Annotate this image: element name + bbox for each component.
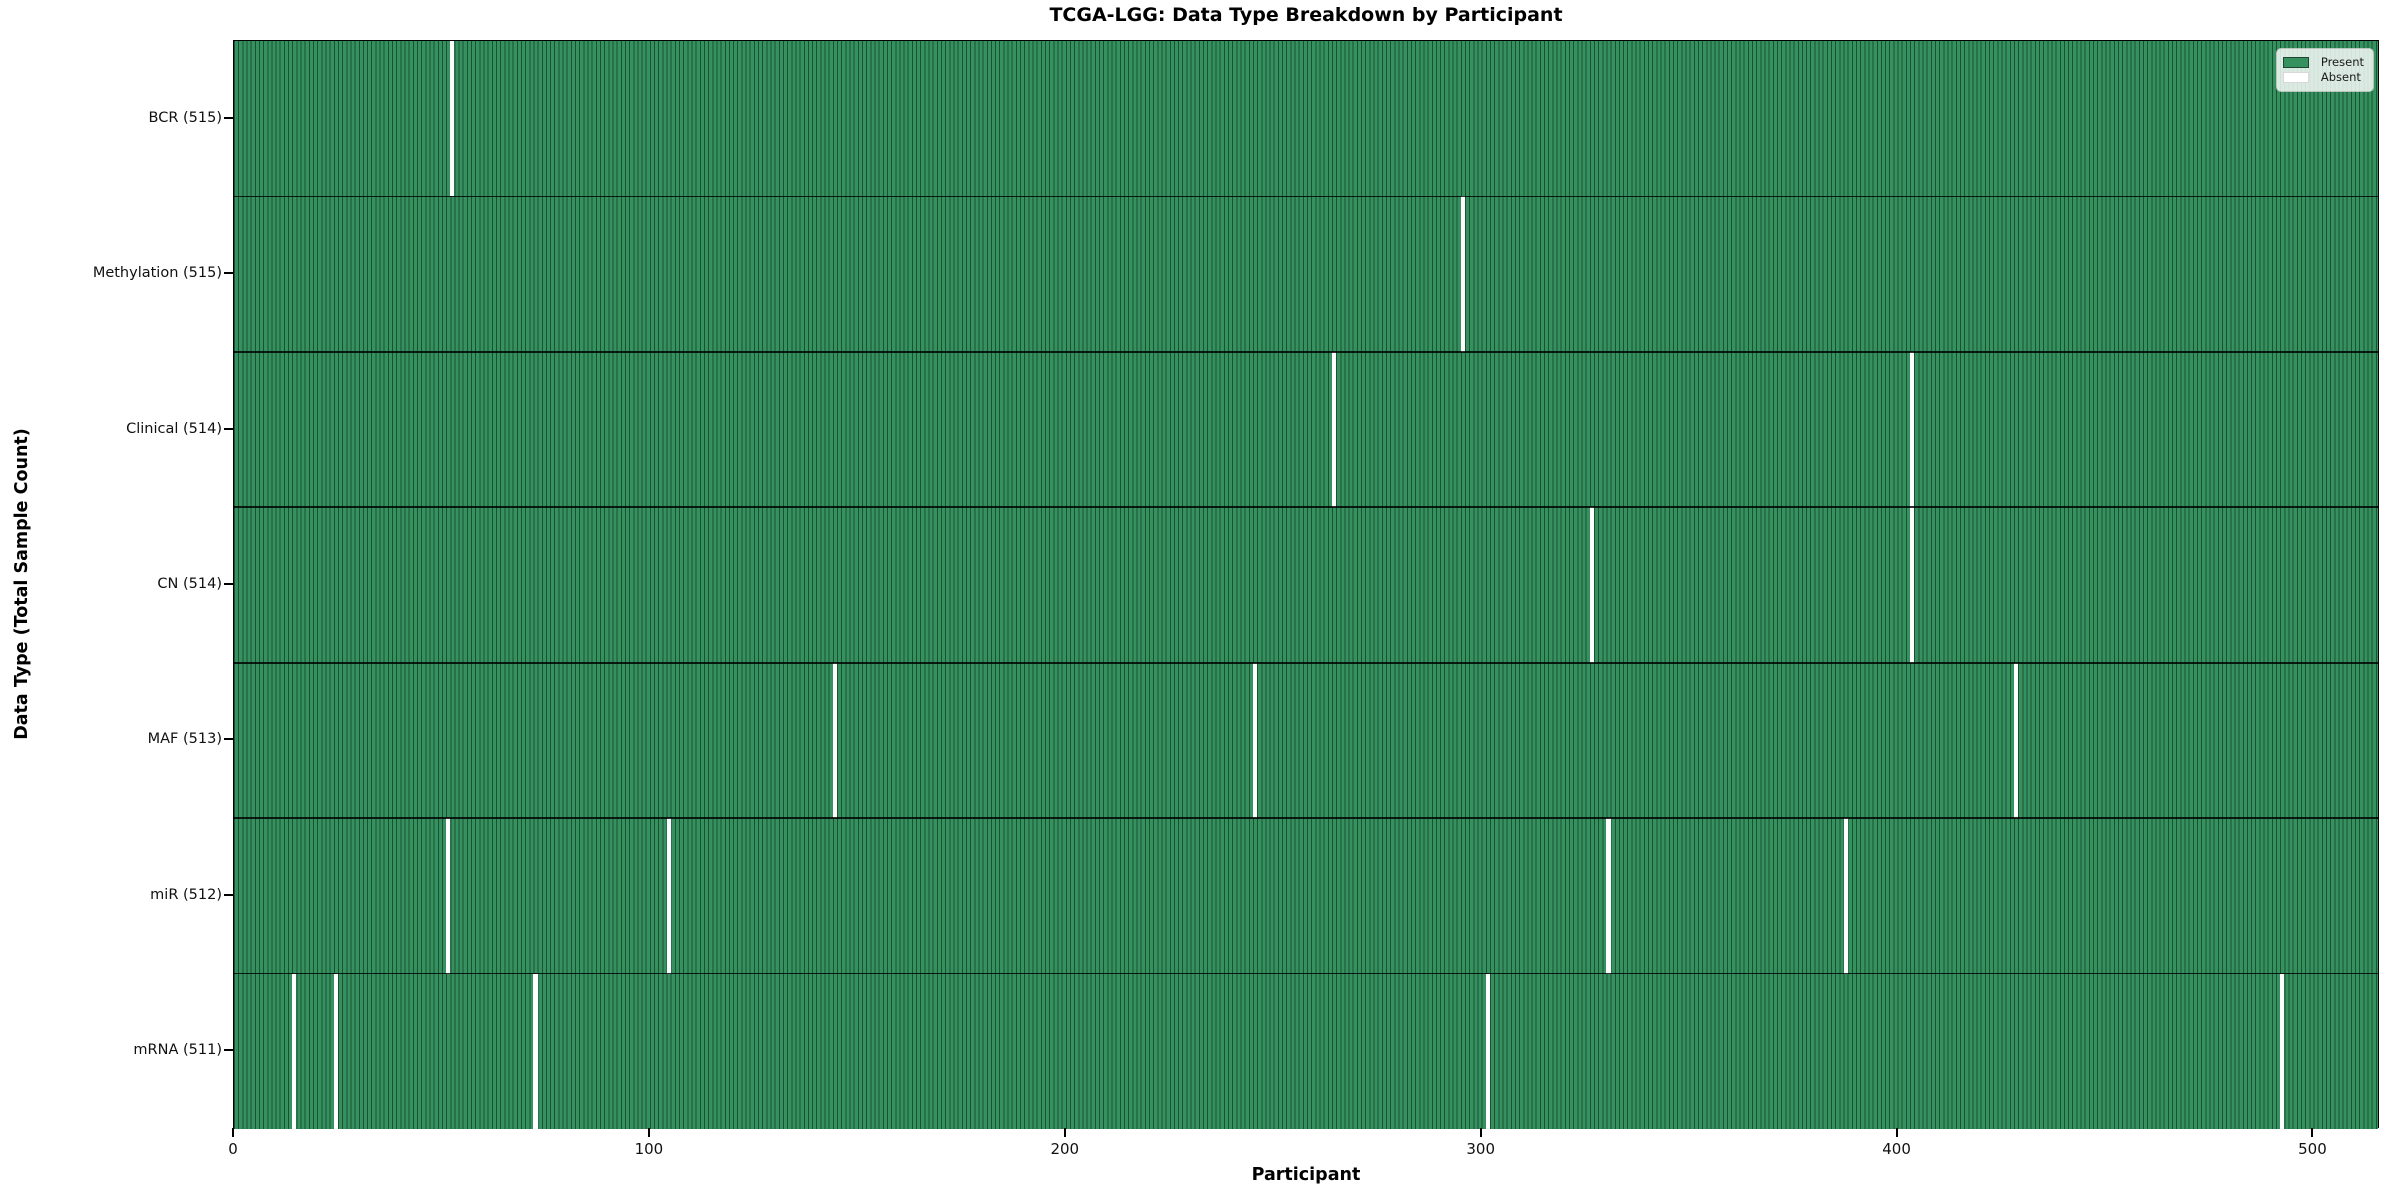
absent-gap-mRNA-24 [333, 973, 338, 1129]
x-tick-label-100: 100 [634, 1140, 664, 1158]
legend-entry-absent: Absent [2282, 69, 2364, 84]
x-tick-mark [1479, 1128, 1482, 1137]
y-tick-label-Clinical: Clinical (514) [126, 420, 222, 437]
absent-gap-CN-403 [1910, 507, 1915, 663]
x-tick-mark [2311, 1128, 2314, 1137]
absent-gap-MAF-428 [2014, 662, 2019, 819]
y-tick-mark [224, 583, 233, 585]
y-tick-label-CN: CN (514) [157, 576, 222, 592]
x-tick-mark [1063, 1128, 1066, 1137]
legend: Present Absent [2275, 48, 2374, 92]
x-tick-label-400: 400 [1882, 1140, 1911, 1158]
absent-gap-Clinical-264 [1331, 351, 1337, 508]
absent-gap-mRNA-492 [2280, 973, 2285, 1129]
row-divider [234, 972, 2378, 975]
legend-label-absent: Absent [2320, 69, 2361, 84]
legend-swatch-absent-icon [2282, 71, 2309, 83]
absent-gap-mRNA-72 [533, 973, 538, 1129]
absent-gap-CN-326 [1589, 507, 1594, 663]
legend-swatch-present-icon [2282, 57, 2309, 69]
y-tick-label-miR: miR (512) [150, 886, 222, 903]
absent-gap-miR-387 [1843, 818, 1848, 974]
heatmap-row-BCR [234, 41, 2378, 197]
x-tick-mark [1895, 1128, 1898, 1137]
row-divider [234, 817, 2378, 819]
y-tick-label-Methylation: Methylation (515) [92, 265, 222, 282]
absent-gap-miR-104 [666, 818, 671, 974]
absent-gap-mRNA-14 [292, 973, 297, 1129]
x-axis-title: Participant [1251, 1165, 1361, 1185]
y-tick-mark [224, 116, 233, 119]
x-tick-mark [647, 1128, 650, 1137]
x-tick-label-200: 200 [1050, 1140, 1080, 1158]
heatmap-row-miR [234, 818, 2378, 974]
x-tick-label-500: 500 [2298, 1140, 2327, 1158]
row-divider [234, 506, 2378, 509]
heatmap-row-MAF [234, 662, 2378, 819]
x-tick-label-300: 300 [1466, 1140, 1495, 1158]
legend-entry-present: Present [2282, 55, 2364, 69]
heatmap-row-mRNA [234, 973, 2378, 1129]
y-tick-mark [224, 893, 233, 896]
y-tick-label-MAF: MAF (513) [147, 731, 222, 748]
absent-gap-MAF-144 [832, 662, 838, 819]
row-divider [234, 195, 2378, 198]
y-tick-mark [224, 738, 233, 741]
legend-label-present: Present [2320, 55, 2364, 69]
x-tick-mark [232, 1128, 234, 1137]
absent-gap-Clinical-403 [1910, 351, 1915, 508]
absent-gap-Methylation-295 [1460, 196, 1466, 352]
absent-gap-BCR-52 [450, 41, 455, 197]
heatmap-row-CN [234, 507, 2378, 663]
absent-gap-miR-330 [1606, 818, 1611, 974]
heatmap-row-Methylation [234, 196, 2378, 352]
y-tick-mark [224, 272, 233, 275]
plot-area: Present Absent [233, 40, 2379, 1129]
y-tick-label-mRNA: mRNA (511) [133, 1042, 222, 1059]
heatmap-row-Clinical [234, 351, 2378, 508]
y-tick-mark [224, 427, 233, 430]
row-divider [234, 351, 2378, 353]
absent-gap-mRNA-301 [1485, 973, 1490, 1129]
row-divider [234, 661, 2378, 664]
absent-gap-MAF-245 [1252, 662, 1258, 819]
y-tick-label-BCR: BCR (515) [148, 109, 223, 126]
y-tick-mark [224, 1049, 233, 1052]
x-tick-label-0: 0 [228, 1140, 238, 1158]
chart-title: TCGA-LGG: Data Type Breakdown by Partici… [1049, 4, 1563, 26]
absent-gap-miR-51 [446, 818, 451, 974]
